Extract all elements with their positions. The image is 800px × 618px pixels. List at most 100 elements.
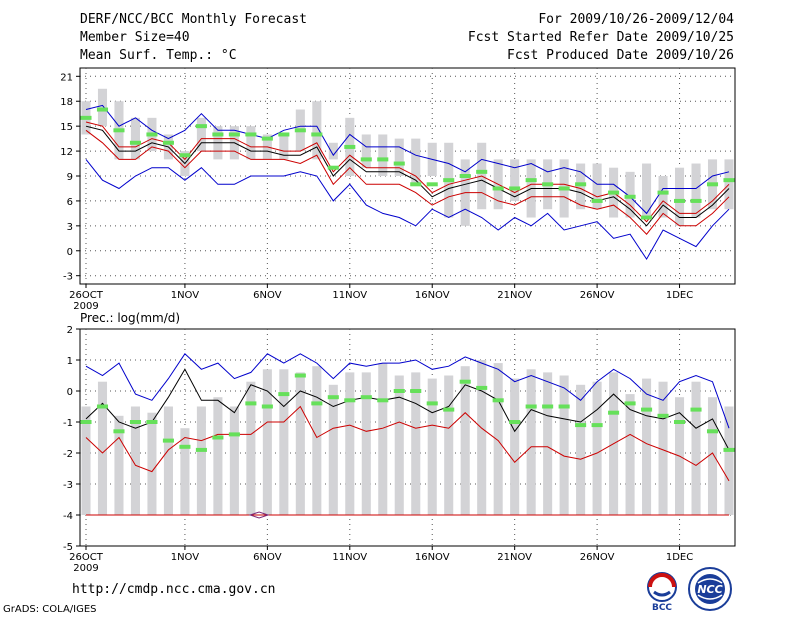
upper-bound-line (85, 353, 730, 429)
ensemble-box (196, 117, 206, 152)
median-bar (542, 182, 554, 187)
median-bar (80, 115, 92, 120)
chart-title: DERF/NCC/BCC Monthly Forecast (80, 12, 307, 27)
upper-spread-line (85, 121, 730, 223)
min-value-marker (248, 511, 270, 519)
ensemble-box (130, 406, 140, 515)
y-tick-label: -3 (63, 272, 73, 283)
y-tick-label: 0 (67, 387, 73, 398)
x-tick-label: 26NOV (580, 552, 615, 563)
ensemble-box (510, 159, 520, 201)
median-bar (344, 144, 356, 149)
lower-bound-line (85, 159, 730, 261)
precip-panel-title: Prec.: log(mm/d) (80, 311, 180, 325)
x-tick-label: 26OCT (69, 290, 104, 301)
median-bar (377, 398, 389, 403)
y-tick-label: -5 (63, 542, 73, 553)
forecast-produced-date: Fcst Produced Date 2009/10/26 (507, 48, 734, 63)
ensemble-box (328, 384, 338, 515)
median-bar (245, 401, 257, 406)
median-bar (558, 186, 570, 191)
median-bar (723, 178, 735, 183)
median-bar (129, 140, 141, 145)
x-tick-label: 11NOV (332, 290, 367, 301)
y-tick-label: 1 (67, 356, 73, 367)
upper-bound-line (85, 104, 730, 215)
median-bar (294, 373, 306, 378)
ensemble-box (147, 412, 157, 515)
x-tick-label: 1NOV (171, 552, 200, 563)
source-url[interactable]: http://cmdp.ncc.cma.gov.cn (72, 582, 276, 597)
x-tick-label: 16NOV (415, 552, 450, 563)
ensemble-box (361, 372, 371, 515)
ensemble-box (114, 415, 124, 515)
median-bar (542, 404, 554, 409)
ensemble-box (691, 381, 701, 515)
median-bar (311, 401, 323, 406)
median-bar (591, 198, 603, 203)
median-bar (377, 157, 389, 162)
y-tick-label: 6 (67, 197, 73, 208)
ensemble-box (295, 372, 305, 515)
median-bar (80, 420, 92, 424)
bcc-logo-text: BCC (652, 603, 672, 612)
x-tick-label: 21NOV (497, 290, 532, 301)
median-bar (278, 392, 290, 397)
median-bar (657, 190, 669, 195)
median-bar (674, 198, 686, 203)
y-tick-label: -4 (63, 511, 73, 522)
median-bar (129, 420, 141, 424)
median-bar (146, 420, 158, 424)
ensemble-box (658, 381, 668, 515)
member-size: Member Size=40 (80, 30, 190, 45)
median-bar (575, 182, 587, 187)
median-bar (327, 165, 339, 170)
median-bar (162, 140, 174, 145)
median-bar (228, 432, 240, 437)
y-tick-label: 18 (60, 97, 73, 108)
variable-label: Mean Surf. Temp.: °C (80, 48, 237, 63)
median-bar (624, 194, 636, 199)
forecast-start-date: Fcst Started Refer Date 2009/10/25 (467, 30, 734, 45)
ensemble-box (691, 163, 701, 218)
ensemble-box (378, 134, 388, 176)
y-tick-label: 9 (67, 172, 73, 183)
ensemble-box (411, 138, 421, 185)
median-bar (96, 107, 109, 112)
x-year-label: 2009 (73, 301, 98, 312)
ensemble-box (81, 406, 91, 515)
x-tick-label: 26NOV (580, 290, 615, 301)
x-tick-label: 6NOV (253, 290, 282, 301)
lower-bound-line (85, 405, 730, 482)
ensemble-box (163, 406, 173, 515)
median-bar (212, 435, 224, 440)
median-bar (162, 438, 174, 443)
y-tick-label: -3 (63, 480, 73, 491)
y-tick-label: 12 (60, 147, 73, 158)
median-bar (327, 395, 339, 400)
median-bar (278, 132, 290, 137)
median-bar (690, 407, 702, 412)
ensemble-box (559, 375, 569, 515)
median-bar (674, 420, 686, 424)
median-bar (410, 182, 422, 187)
ensemble-box (427, 378, 437, 515)
median-bar (261, 136, 273, 141)
bcc-logo: BCC (647, 572, 677, 612)
ensemble-box (312, 101, 322, 160)
ensemble-box (262, 369, 272, 515)
median-bar (179, 153, 191, 158)
ensemble-box (707, 397, 718, 515)
ensemble-mean-line (85, 125, 730, 227)
ensemble-box (394, 375, 404, 515)
ensemble-box (576, 163, 586, 210)
median-bar (575, 423, 587, 428)
median-bar (393, 389, 405, 393)
ensemble-box (361, 134, 371, 168)
ensemble-box (576, 384, 586, 515)
ensemble-box (625, 394, 635, 515)
y-tick-label: 2 (67, 325, 73, 336)
median-bar (195, 447, 207, 452)
ensemble-box (724, 406, 734, 515)
ensemble-box (246, 381, 256, 515)
